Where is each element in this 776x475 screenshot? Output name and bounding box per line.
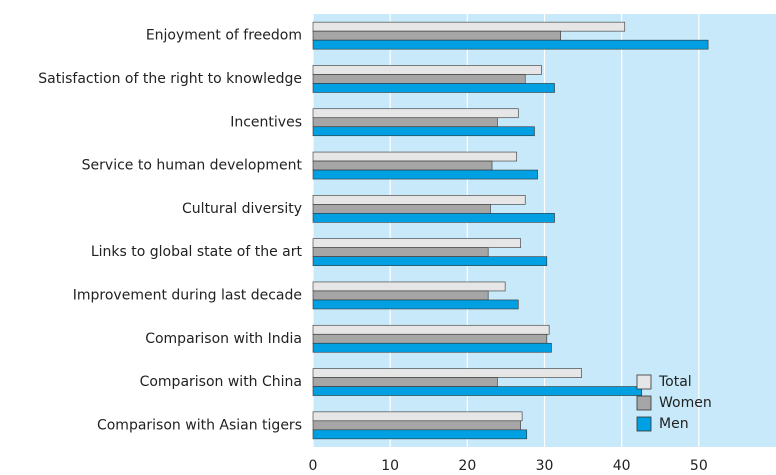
bar <box>312 126 535 137</box>
bar <box>312 368 582 378</box>
legend-swatch <box>636 416 652 432</box>
bar <box>312 377 498 387</box>
bar <box>312 30 562 41</box>
bar <box>312 247 489 257</box>
bar <box>312 213 555 223</box>
bar <box>312 299 519 310</box>
bar <box>312 290 489 301</box>
legend-swatch <box>636 374 652 390</box>
x-tick-label: 30 <box>536 458 554 474</box>
legend-label: Total <box>658 374 692 390</box>
bar <box>312 39 709 50</box>
bar <box>312 342 552 353</box>
bar <box>312 411 523 422</box>
x-tick-label: 10 <box>381 458 399 474</box>
bar <box>312 74 526 84</box>
category-label: Enjoyment of freedom <box>146 28 302 44</box>
bar <box>312 21 626 32</box>
bar <box>312 169 538 180</box>
bar <box>312 195 526 205</box>
category-label: Comparison with China <box>140 374 302 390</box>
x-tick-label: 0 <box>309 458 318 474</box>
bar <box>312 151 518 162</box>
legend-label: Women <box>659 395 712 411</box>
category-label: Satisfaction of the right to knowledge <box>38 71 302 87</box>
bar <box>312 83 555 93</box>
category-label: Service to human development <box>82 158 303 174</box>
bar <box>312 420 521 431</box>
legend-swatch <box>636 395 652 411</box>
bar <box>312 324 550 335</box>
bar <box>312 281 506 292</box>
bar <box>312 108 519 119</box>
category-label: Comparison with India <box>145 331 302 347</box>
bar <box>312 333 548 344</box>
bar <box>312 386 643 396</box>
x-tick-label: 50 <box>690 458 708 474</box>
bar <box>312 117 498 128</box>
category-label: Comparison with Asian tigers <box>97 417 302 433</box>
category-label: Cultural diversity <box>182 201 302 217</box>
x-tick-label: 40 <box>613 458 631 474</box>
bar <box>312 204 491 214</box>
legend-label: Men <box>659 416 689 432</box>
bar <box>312 238 521 248</box>
bar <box>312 256 548 266</box>
bar <box>312 160 493 171</box>
bar <box>312 429 528 440</box>
x-tick-label: 20 <box>458 458 476 474</box>
category-label: Links to global state of the art <box>91 244 303 260</box>
category-label: Incentives <box>230 114 302 130</box>
bar <box>312 65 542 75</box>
category-label: Improvement during last decade <box>73 287 302 303</box>
